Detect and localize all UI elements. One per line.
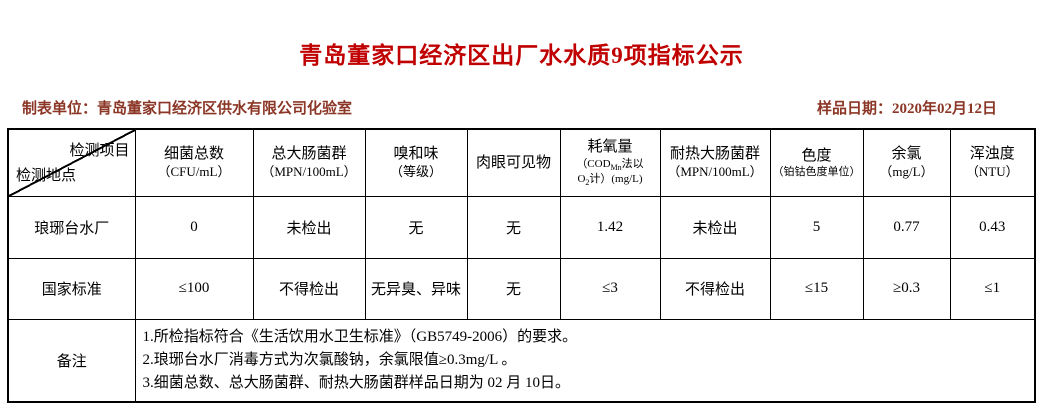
column-name: 色度 [801,147,832,164]
column-unit: （CFU/mL） [138,164,251,181]
column-unit-segment: （MPN/100mL） [667,164,763,180]
page-title: 青岛董家口经济区出厂水水质9项指标公示 [299,43,744,68]
data-cell: 不得检出 [252,257,366,320]
table-row: 国家标准 ≤100 不得检出 无异臭、异味无 ≤3 不得检出 ≤15 ≥0.3 ≤1 [7,257,1036,320]
column-unit: （NTU） [953,164,1033,181]
column-header: 总大肠菌群 （MPN/100mL） [252,128,366,197]
data-cell: 0.77 [862,195,951,259]
column-header: 细菌总数 （CFU/mL） [134,128,254,197]
column-name: 细菌总数 [163,146,224,163]
column-header: 耐热大肠菌群 （MPN/100mL） [659,128,771,197]
data-cell: 1.42 [559,195,661,259]
row-label: 琅琊台水厂 [7,195,136,259]
data-cell: ≤100 [134,257,254,320]
remarks-row: 备注 1.所检指标符合《生活饮用水卫生标准》（GB5749-2006）的要求。 2.… [7,318,1036,403]
column-unit-segment: （等级） [389,164,442,180]
column-unit-segment: Mn [610,162,622,172]
column-name: 肉眼可见物 [475,154,551,171]
column-header: 嗅和味 （等级） [364,128,468,197]
column-header: 浑浊度 （NTU） [949,128,1036,197]
table-row: 琅琊台水厂 0 未检出无无 1.42 未检出 5 0.77 0.43 [7,195,1036,259]
data-cell: ≤3 [559,257,661,320]
column-name: 浑浊度 [969,146,1015,163]
column-name: 总大肠菌群 [271,146,347,163]
data-cell: 无异臭、异味 [364,257,468,320]
remarks-cell: 1.所检指标符合《生活饮用水卫生标准》（GB5749-2006）的要求。 2.琅琊… [134,318,1036,403]
column-unit-segment: （铂钴色度单位） [772,166,861,178]
column-name: 余氯 [891,146,922,163]
column-unit-segment: （MPN/100mL） [261,164,357,180]
data-cell: 无 [466,257,561,320]
column-unit: （MPN/100mL） [663,164,768,181]
data-cell: 5 [769,195,864,259]
data-cell: 无 [364,195,468,259]
column-name: 耗氧量 [587,139,633,156]
column-unit: （CODMn法以 O2计）(mg/L) [563,158,658,188]
row-label: 国家标准 [7,257,136,320]
data-cell: ≤15 [769,257,864,320]
remark-line: 2.琅琊台水厂消毒方式为次氯酸钠，余氯限值≥0.3mg/L 。 [142,351,517,368]
column-header: 耗氧量 （CODMn法以 O2计）(mg/L) [559,128,661,197]
producer-label: 制表单位：青岛董家口经济区供水有限公司化验室 [22,101,353,117]
corner-header-cell: 检测项目检测地点 [7,128,136,197]
water-quality-table: 检测项目 检测地点 细菌总数 （CFU/mL） 总大肠菌群 （MPN/100mL） 嗅和味（… [7,128,1036,404]
column-unit: （MPN/100mL） [256,164,363,181]
data-cell: 不得检出 [659,257,771,320]
meta-row: 制表单位：青岛董家口经济区供水有限公司化验室 样品日期：2020年02月12日 [22,97,997,118]
remark-line: 1.所检指标符合《生活饮用水卫生标准》（GB5749-2006）的要求。 [142,328,578,345]
corner-label-item: 检测项目 [69,143,130,159]
column-unit: （铂钴色度单位） [773,166,861,180]
column-header: 肉眼可见物 [466,128,561,197]
column-name: 嗅和味 [393,146,439,163]
data-cell: 未检出 [659,195,771,259]
column-unit-segment: （NTU） [965,164,1019,180]
column-header: 色度 （铂钴色度单位） [769,128,864,197]
column-unit-segment: 2 [585,178,590,188]
diagonal-line [9,130,134,195]
column-unit-segment: （CFU/mL） [157,164,231,180]
column-unit: （mg/L） [866,164,948,181]
table-header-row: 检测项目 检测地点 细菌总数 （CFU/mL） 总大肠菌群 （MPN/100mL） 嗅和味（… [7,128,1036,197]
data-cell: 0.43 [949,195,1036,259]
column-header: 余氯 （mg/L） [862,128,951,197]
data-cell: ≤1 [949,257,1036,320]
sample-date-label: 样品日期：2020年02月12日 [816,101,997,117]
corner-label-location: 检测地点 [16,167,77,184]
data-cell: 未检出 [252,195,366,259]
remarks-label: 备注 [7,318,136,403]
data-cell: 0 [134,195,254,259]
column-unit-segment: （mg/L） [879,164,934,180]
data-cell: 无 [466,195,561,259]
column-unit-segment: （COD [576,157,611,170]
column-name: 耐热大肠菌群 [669,146,760,163]
column-unit-segment: 法以 [621,157,644,170]
column-unit-segment: O [577,172,586,185]
column-unit: （等级） [368,164,465,181]
remark-line: 3.细菌总数、总大肠菌群、耐热大肠菌群样品日期为 02 月 10日。 [142,375,571,391]
column-unit-segment: 计）(mg/L) [589,172,643,185]
data-cell: ≥0.3 [862,257,951,320]
